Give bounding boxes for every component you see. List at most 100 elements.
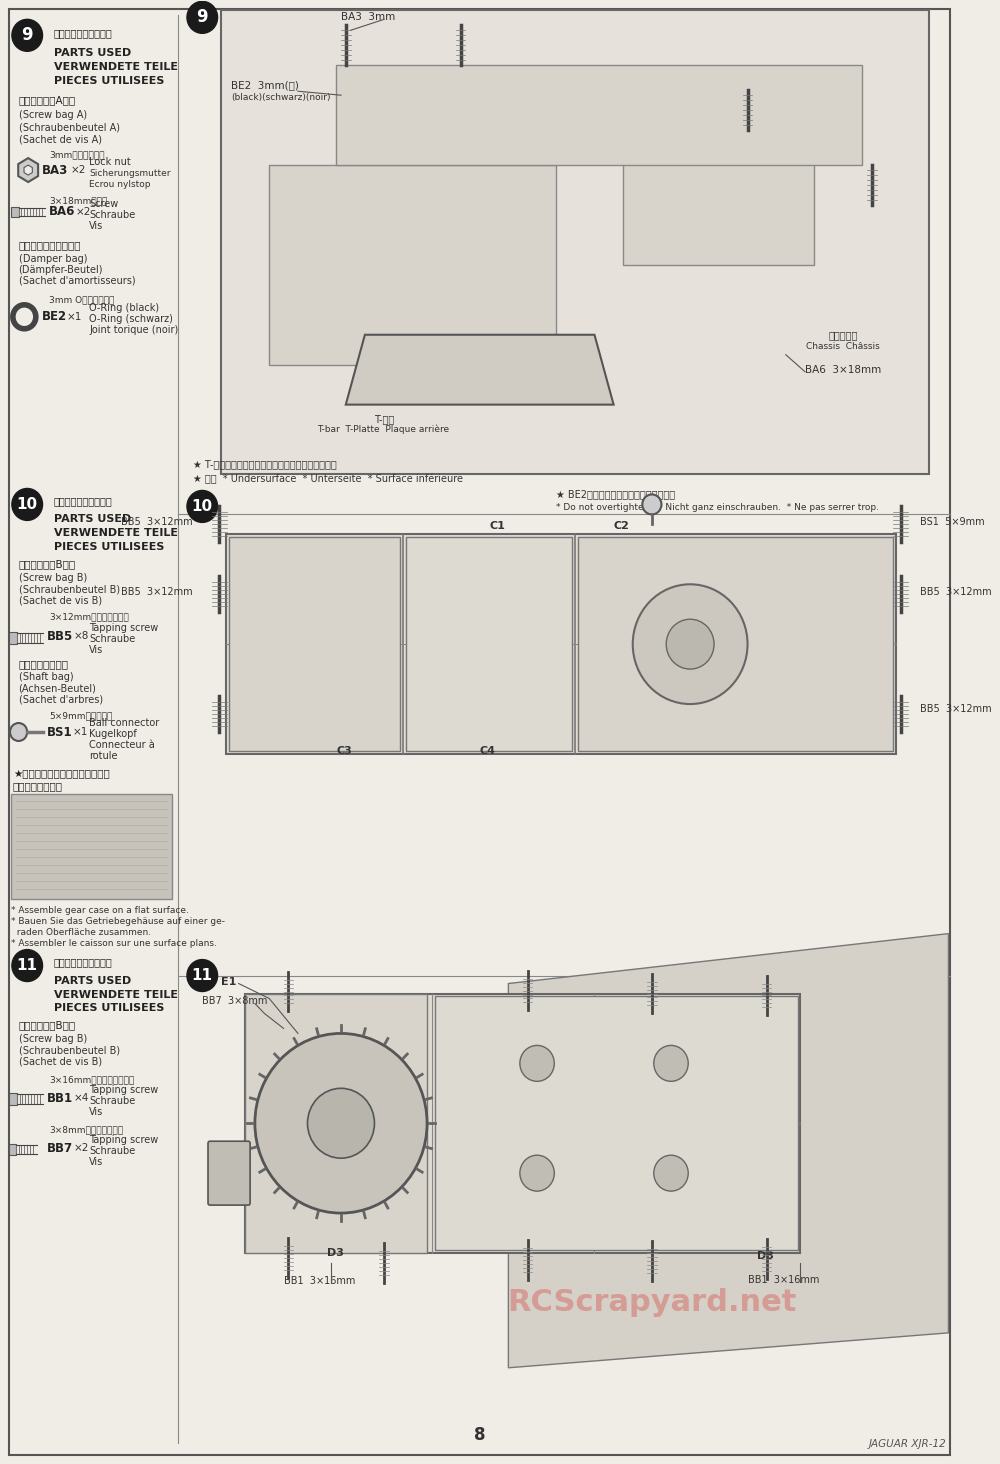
FancyBboxPatch shape bbox=[226, 534, 896, 754]
Text: BA3  3mm: BA3 3mm bbox=[341, 12, 395, 22]
Text: JAGUAR XJR-12: JAGUAR XJR-12 bbox=[869, 1439, 947, 1449]
Text: Schraube: Schraube bbox=[89, 1146, 136, 1157]
Text: 10: 10 bbox=[192, 499, 213, 514]
Text: VERWENDETE TEILE: VERWENDETE TEILE bbox=[54, 63, 178, 72]
Circle shape bbox=[12, 489, 43, 520]
Text: Schraube: Schraube bbox=[89, 634, 136, 644]
Text: ×4: ×4 bbox=[73, 1094, 89, 1104]
Text: Connecteur à: Connecteur à bbox=[89, 739, 155, 750]
Circle shape bbox=[187, 1, 218, 34]
Text: BB5  3×12mm: BB5 3×12mm bbox=[920, 587, 991, 597]
Text: ×2: ×2 bbox=[76, 206, 91, 217]
Text: （ビス袋詰（A））: （ビス袋詰（A）） bbox=[19, 95, 76, 105]
FancyBboxPatch shape bbox=[245, 994, 800, 1253]
Text: ×2: ×2 bbox=[73, 1143, 89, 1154]
Text: T-bar  T-Platte  Plaque arrière: T-bar T-Platte Plaque arrière bbox=[317, 425, 449, 435]
Text: (Screw bag A): (Screw bag A) bbox=[19, 110, 87, 120]
Text: PIECES UTILISEES: PIECES UTILISEES bbox=[54, 76, 164, 86]
FancyBboxPatch shape bbox=[9, 9, 950, 1455]
Text: Screw: Screw bbox=[89, 199, 119, 209]
Text: Tapping screw: Tapping screw bbox=[89, 1085, 159, 1095]
Text: PARTS USED: PARTS USED bbox=[54, 48, 131, 59]
Circle shape bbox=[654, 1045, 688, 1082]
Text: BA3: BA3 bbox=[42, 164, 68, 177]
Text: 9: 9 bbox=[21, 26, 33, 44]
Text: BB1: BB1 bbox=[47, 1092, 73, 1105]
Text: (Sachet d'arbres): (Sachet d'arbres) bbox=[19, 694, 103, 704]
FancyBboxPatch shape bbox=[435, 997, 798, 1250]
Text: 3mmロックナット: 3mmロックナット bbox=[49, 151, 105, 160]
Text: * Do not overtighten.  * Nicht ganz einschrauben.  * Ne pas serrer trop.: * Do not overtighten. * Nicht ganz einsc… bbox=[556, 504, 879, 512]
Text: BA6  3×18mm: BA6 3×18mm bbox=[805, 365, 881, 375]
Text: (Schraubenbeutel A): (Schraubenbeutel A) bbox=[19, 122, 120, 132]
Text: Vis: Vis bbox=[89, 1107, 104, 1117]
FancyBboxPatch shape bbox=[245, 994, 427, 1253]
Text: （ビス袋詰（B））: （ビス袋詰（B）） bbox=[19, 559, 76, 569]
Text: ×8: ×8 bbox=[73, 631, 89, 641]
Text: 「使用する小物金具」: 「使用する小物金具」 bbox=[54, 496, 113, 507]
Text: (Schraubenbeutel B): (Schraubenbeutel B) bbox=[19, 584, 120, 594]
Circle shape bbox=[520, 1045, 554, 1082]
Text: (Sachet de vis B): (Sachet de vis B) bbox=[19, 1057, 102, 1066]
Text: BB5: BB5 bbox=[47, 630, 74, 643]
Text: 9: 9 bbox=[196, 9, 208, 26]
Text: BS1: BS1 bbox=[47, 726, 73, 738]
Text: C2: C2 bbox=[614, 521, 629, 531]
Text: BB1  3×16mm: BB1 3×16mm bbox=[748, 1275, 819, 1285]
Text: E1: E1 bbox=[221, 976, 237, 987]
Text: C1: C1 bbox=[489, 521, 505, 531]
Text: Joint torique (noir): Joint torique (noir) bbox=[89, 325, 179, 335]
FancyBboxPatch shape bbox=[9, 1145, 16, 1155]
Text: 5×9mmピボボール: 5×9mmピボボール bbox=[49, 712, 113, 720]
Text: BB7: BB7 bbox=[47, 1142, 73, 1155]
Text: Schraube: Schraube bbox=[89, 209, 136, 220]
Text: ×1: ×1 bbox=[72, 728, 88, 736]
Text: BE2  3mm(黒): BE2 3mm(黒) bbox=[231, 81, 299, 91]
Text: Lock nut: Lock nut bbox=[89, 157, 131, 167]
Text: 11: 11 bbox=[192, 968, 213, 982]
Polygon shape bbox=[24, 165, 32, 176]
FancyBboxPatch shape bbox=[406, 537, 572, 751]
Text: Vis: Vis bbox=[89, 646, 104, 656]
Text: (Achsen-Beutel): (Achsen-Beutel) bbox=[19, 684, 96, 692]
Text: （シャフト袋詰）: （シャフト袋詰） bbox=[19, 659, 69, 669]
FancyBboxPatch shape bbox=[11, 793, 172, 899]
Text: Tapping screw: Tapping screw bbox=[89, 624, 159, 634]
Text: ★平らな台の上でゆがみのないよ: ★平らな台の上でゆがみのないよ bbox=[13, 769, 110, 779]
Text: ×1: ×1 bbox=[66, 312, 82, 322]
Text: ★ T-バーは固ビス加工がしてある面を下にします。: ★ T-バーは固ビス加工がしてある面を下にします。 bbox=[193, 460, 336, 470]
Text: (Screw bag B): (Screw bag B) bbox=[19, 1035, 87, 1044]
Text: O-Ring (black): O-Ring (black) bbox=[89, 303, 160, 313]
Text: ★ BE2がつぶれないようにしめこまた。: ★ BE2がつぶれないようにしめこまた。 bbox=[556, 489, 675, 499]
Text: うにみたてます。: うにみたてます。 bbox=[13, 780, 63, 791]
Text: PARTS USED: PARTS USED bbox=[54, 975, 131, 985]
Text: T-バー: T-バー bbox=[374, 414, 395, 425]
Text: D3: D3 bbox=[327, 1247, 344, 1258]
Circle shape bbox=[10, 723, 27, 741]
Circle shape bbox=[642, 495, 661, 514]
Circle shape bbox=[654, 1155, 688, 1192]
Circle shape bbox=[308, 1088, 374, 1158]
Circle shape bbox=[12, 19, 43, 51]
Text: BB7  3×8mm: BB7 3×8mm bbox=[202, 997, 268, 1006]
Polygon shape bbox=[221, 10, 929, 474]
Text: VERWENDETE TEILE: VERWENDETE TEILE bbox=[54, 990, 178, 1000]
Text: Vis: Vis bbox=[89, 1157, 104, 1167]
Text: PARTS USED: PARTS USED bbox=[54, 514, 131, 524]
Text: PIECES UTILISEES: PIECES UTILISEES bbox=[54, 1003, 164, 1013]
FancyBboxPatch shape bbox=[9, 1094, 17, 1105]
Text: D3: D3 bbox=[757, 1252, 774, 1261]
Circle shape bbox=[520, 1155, 554, 1192]
Text: 8: 8 bbox=[474, 1426, 485, 1444]
FancyBboxPatch shape bbox=[229, 537, 400, 751]
Text: 3×12mmタッピングビス: 3×12mmタッピングビス bbox=[49, 613, 129, 622]
Polygon shape bbox=[18, 158, 38, 182]
Text: 3×16mm皿タッピングビス: 3×16mm皿タッピングビス bbox=[49, 1075, 134, 1083]
Text: BB1  3×16mm: BB1 3×16mm bbox=[284, 1277, 355, 1285]
Text: 3×8mmタッピングビス: 3×8mmタッピングビス bbox=[49, 1126, 123, 1135]
Text: RCScrapyard.net: RCScrapyard.net bbox=[507, 1288, 797, 1318]
Text: * Bauen Sie das Getriebegehäuse auf einer ge-: * Bauen Sie das Getriebegehäuse auf eine… bbox=[11, 916, 225, 925]
Polygon shape bbox=[508, 934, 948, 1367]
Text: 「使用する小物金具」: 「使用する小物金具」 bbox=[54, 957, 113, 968]
Text: VERWENDETE TEILE: VERWENDETE TEILE bbox=[54, 529, 178, 539]
